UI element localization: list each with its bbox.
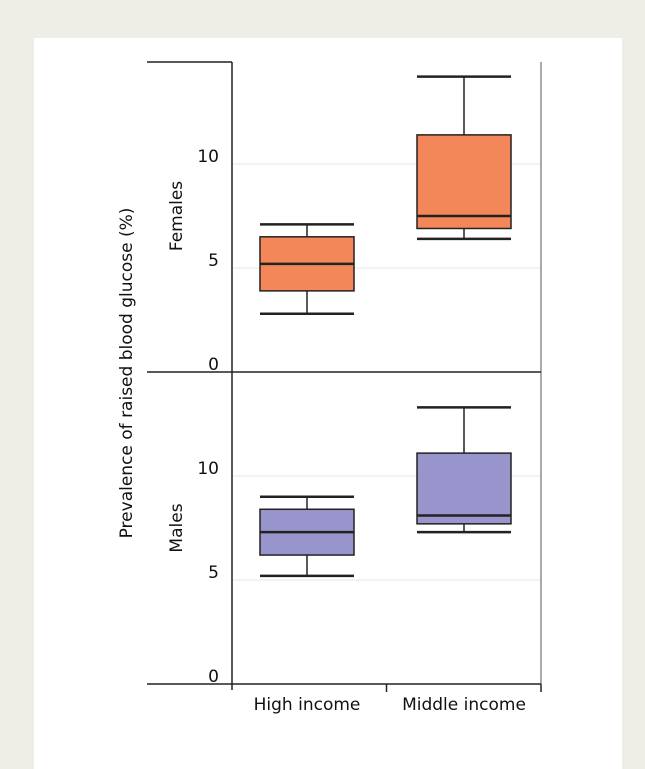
chart-frame (147, 61, 542, 692)
y-tick-label: 10 (197, 459, 219, 479)
iqr-box (416, 134, 512, 230)
iqr-box (416, 452, 512, 525)
y-tick-labels: 0 5 10 0 5 10 (197, 147, 219, 687)
box-males-high-income (259, 495, 355, 578)
panel-label-males: Males (167, 503, 187, 552)
figure-card (34, 38, 622, 769)
box-females-high-income (259, 223, 355, 316)
y-tick-label: 0 (208, 667, 219, 687)
y-tick-label: 0 (208, 355, 219, 375)
x-category-label: Middle income (402, 695, 526, 715)
y-tick-label: 5 (208, 251, 219, 271)
box-males-middle-income (416, 406, 512, 534)
y-axis-label: Prevalence of raised blood glucose (%) (117, 208, 137, 539)
y-tick-label: 10 (197, 147, 219, 167)
panel-labels: Females Males (167, 181, 187, 553)
box-plots (259, 75, 512, 578)
box-females-middle-income (416, 75, 512, 241)
x-category-label: High income (254, 695, 361, 715)
panel-label-females: Females (167, 181, 187, 251)
y-tick-label: 5 (208, 563, 219, 583)
x-category-labels: High income Middle income (254, 695, 526, 715)
